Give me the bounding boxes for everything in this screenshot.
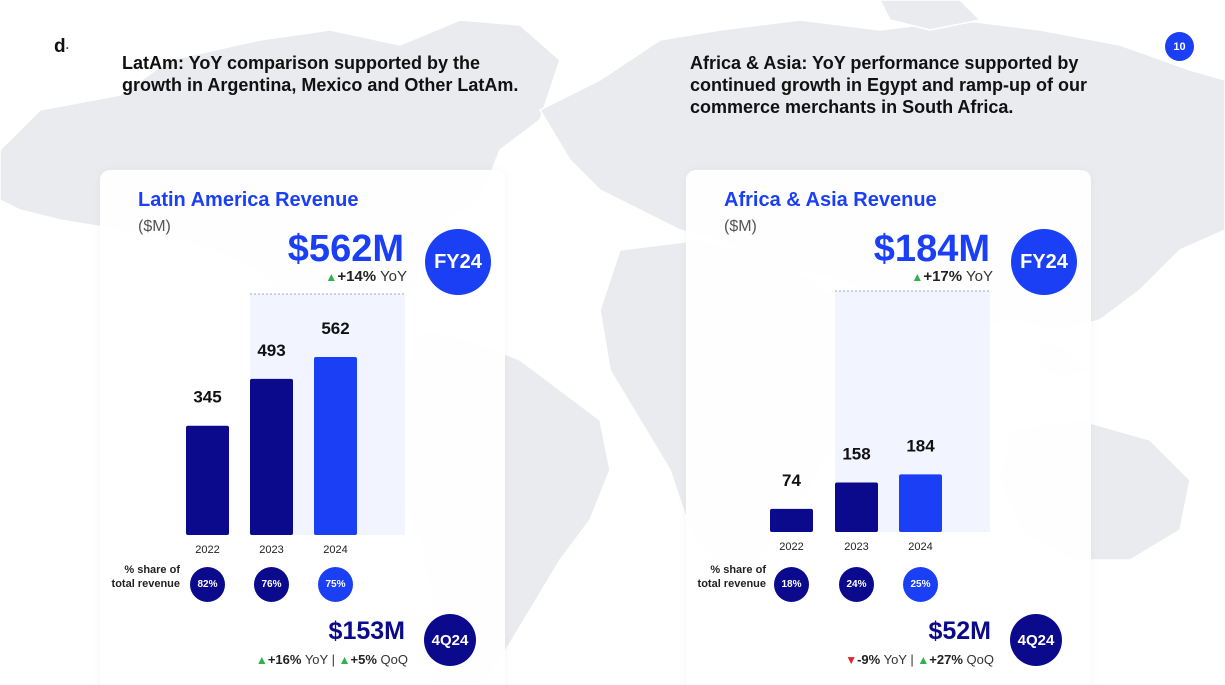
bar-2023 — [250, 378, 293, 535]
bar-2022 — [186, 425, 229, 535]
share-label: % share of total revenue — [697, 564, 766, 590]
africa-asia-bar-chart: 74 2022 158 2023 184 2024 — [770, 290, 990, 553]
share-badge-2024: 75% — [318, 567, 353, 602]
fy-badge: FY24 — [1011, 229, 1077, 295]
fy-revenue-value: $562M — [287, 228, 404, 270]
x-tick-2023: 2023 — [259, 544, 283, 556]
fy-change-suffix: YoY — [380, 268, 407, 285]
separator: | — [910, 652, 914, 667]
headline-latam: LatAm: YoY comparison supported by the g… — [122, 53, 519, 95]
fy-yoy-change: ▲+17% YoY — [911, 268, 993, 285]
data-label-2022: 74 — [782, 471, 801, 490]
x-tick-2022: 2022 — [195, 544, 219, 556]
share-badge-2022: 18% — [774, 567, 809, 602]
share-label: % share of total revenue — [111, 564, 180, 590]
quarter-revenue-value: $52M — [928, 617, 991, 645]
x-tick-2023: 2023 — [844, 541, 868, 553]
quarter-qoq-suffix: QoQ — [380, 652, 408, 667]
quarter-yoy-value: -9% — [857, 652, 881, 667]
share-badge-2023: 76% — [254, 567, 289, 602]
quarter-qoq-suffix: QoQ — [966, 652, 994, 667]
quarter-yoy-value: +16% — [267, 652, 302, 667]
bar-2023 — [835, 482, 878, 532]
data-label-2023: 158 — [842, 445, 870, 464]
fy-badge: FY24 — [425, 229, 491, 295]
up-arrow-icon: ▲ — [338, 653, 351, 667]
page-number-badge: 10 — [1165, 32, 1194, 61]
quarter-change-line: ▲+16% YoY | ▲+5% QoQ — [256, 652, 408, 667]
bar-2024 — [314, 357, 357, 535]
up-arrow-icon: ▲ — [917, 653, 930, 667]
fy-change-value: +17% — [923, 268, 963, 285]
quarter-yoy-suffix: YoY — [883, 652, 907, 667]
card-title: Africa & Asia Revenue — [724, 189, 937, 211]
fy-change-value: +14% — [337, 268, 377, 285]
x-tick-2024: 2024 — [323, 544, 347, 556]
card-unit: ($M) — [138, 218, 171, 235]
quarter-badge: 4Q24 — [424, 614, 476, 666]
data-label-2023: 493 — [257, 341, 285, 360]
quarter-qoq-value: +27% — [929, 652, 963, 667]
quarter-yoy-suffix: YoY — [304, 652, 328, 667]
fy-change-suffix: YoY — [966, 268, 993, 285]
quarter-qoq-value: +5% — [350, 652, 377, 667]
data-label-2024: 184 — [906, 436, 935, 455]
bar-2022 — [770, 508, 813, 532]
latam-revenue-card: Latin America Revenue ($M) $562M ▲+14% Y… — [100, 170, 505, 685]
data-label-2022: 345 — [193, 388, 221, 407]
quarter-badge: 4Q24 — [1010, 614, 1062, 666]
quarter-change-line: ▼-9% YoY | ▲+27% QoQ — [845, 652, 994, 667]
fy-revenue-value: $184M — [873, 228, 990, 270]
share-badge-2024: 25% — [903, 567, 938, 602]
x-tick-2024: 2024 — [908, 541, 932, 553]
fy-yoy-change: ▲+14% YoY — [325, 268, 407, 285]
up-arrow-icon: ▲ — [911, 270, 924, 284]
down-arrow-icon: ▼ — [845, 653, 858, 667]
x-tick-2022: 2022 — [779, 541, 803, 553]
headline-africa-asia: Africa & Asia: YoY performance supported… — [690, 53, 1087, 117]
up-arrow-icon: ▲ — [255, 653, 268, 667]
card-title: Latin America Revenue — [138, 189, 359, 211]
share-badge-2023: 24% — [839, 567, 874, 602]
quarter-revenue-value: $153M — [328, 617, 405, 645]
bar-2024 — [899, 474, 942, 532]
card-unit: ($M) — [724, 218, 757, 235]
africa-asia-revenue-card: Africa & Asia Revenue ($M) $184M ▲+17% Y… — [686, 170, 1091, 685]
up-arrow-icon: ▲ — [325, 270, 338, 284]
share-badge-2022: 82% — [190, 567, 225, 602]
separator: | — [331, 652, 335, 667]
latam-bar-chart: 345 2022 493 2023 562 2024 — [186, 293, 405, 556]
data-label-2024: 562 — [321, 319, 349, 338]
company-logo: d· — [54, 36, 70, 57]
